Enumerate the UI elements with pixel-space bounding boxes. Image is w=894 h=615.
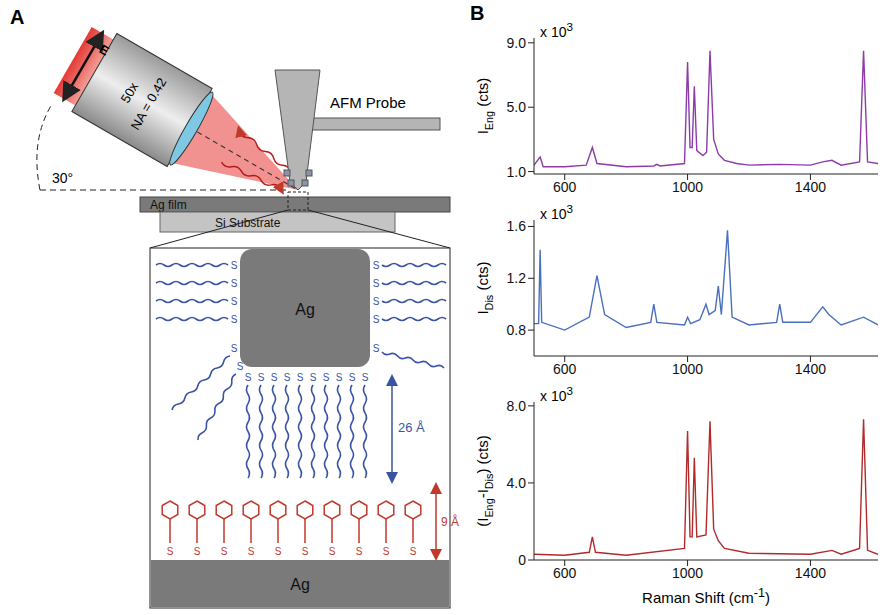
svg-text:Ag: Ag [290,576,310,593]
svg-text:IDis (cts): IDis (cts) [474,261,495,314]
html-text:3: 3 [566,202,573,215]
svg-text:600: 600 [553,179,577,195]
svg-text:S: S [284,372,291,383]
svg-text:Ag: Ag [295,301,315,318]
html-text:Raman Shift (cm-1): Raman Shift (cm-1) [642,586,770,606]
svg-text:S: S [383,546,390,557]
svg-text:26 Å: 26 Å [398,420,425,435]
svg-text:600: 600 [553,361,577,377]
svg-text:S: S [310,372,317,383]
svg-text:50x: 50x [118,79,142,105]
svg-text:S: S [356,546,363,557]
svg-text:S: S [231,314,238,325]
svg-text:0.8: 0.8 [507,322,527,338]
svg-text:A: A [10,6,24,28]
svg-text:4.0: 4.0 [507,475,527,491]
svg-text:1400: 1400 [795,179,826,195]
svg-text:AFM Probe: AFM Probe [330,94,406,111]
svg-text:S: S [271,372,278,383]
html-text:3: 3 [566,384,573,397]
svg-text:Si Substrate: Si Substrate [215,216,281,230]
svg-text:S: S [323,372,330,383]
svg-text:S: S [245,372,252,383]
svg-text:S: S [373,260,380,271]
svg-text:S: S [362,372,369,383]
svg-text:1400: 1400 [795,565,826,581]
svg-text:8.0: 8.0 [507,398,527,414]
svg-text:NA = 0.42: NA = 0.42 [128,75,170,132]
html-text:3: 3 [566,20,573,33]
svg-text:0: 0 [518,552,526,568]
svg-text:1400: 1400 [795,361,826,377]
svg-text:S: S [237,361,244,372]
svg-text:S: S [167,546,174,557]
svg-text:1.0: 1.0 [507,164,527,180]
svg-text:600: 600 [553,565,577,581]
svg-text:S: S [258,372,265,383]
svg-text:Ag film: Ag film [150,198,187,212]
svg-text:S: S [231,278,238,289]
svg-text:S: S [373,296,380,307]
svg-text:9 Å: 9 Å [441,514,459,529]
svg-text:E: E [97,41,112,58]
svg-text:S: S [373,314,380,325]
svg-text:S: S [221,546,228,557]
svg-text:IEng (cts): IEng (cts) [474,78,495,135]
html-text:B: B [470,2,485,24]
html-text:x 10: x 10 [540,387,567,404]
html-text:x 10: x 10 [540,23,567,40]
svg-text:S: S [248,546,255,557]
svg-text:S: S [373,278,380,289]
svg-text:S: S [194,546,201,557]
svg-text:S: S [231,343,238,354]
svg-text:1000: 1000 [672,361,703,377]
svg-text:S: S [329,546,336,557]
svg-text:S: S [336,372,343,383]
svg-text:S: S [410,546,417,557]
svg-text:1.2: 1.2 [507,270,527,286]
svg-text:1.6: 1.6 [507,218,527,234]
svg-text:9.0: 9.0 [507,35,527,51]
svg-text:S: S [231,260,238,271]
svg-text:1000: 1000 [672,565,703,581]
svg-text:1000: 1000 [672,179,703,195]
svg-text:S: S [349,372,356,383]
svg-text:S: S [302,546,309,557]
svg-text:30°: 30° [52,170,73,186]
html-text:x 10: x 10 [540,205,567,222]
svg-text:S: S [231,296,238,307]
svg-text:5.0: 5.0 [507,99,527,115]
svg-text:S: S [297,372,304,383]
svg-text:S: S [275,546,282,557]
svg-text:S: S [373,343,380,354]
svg-text:(IEng-IDis) (cts): (IEng-IDis) (cts) [474,435,495,527]
